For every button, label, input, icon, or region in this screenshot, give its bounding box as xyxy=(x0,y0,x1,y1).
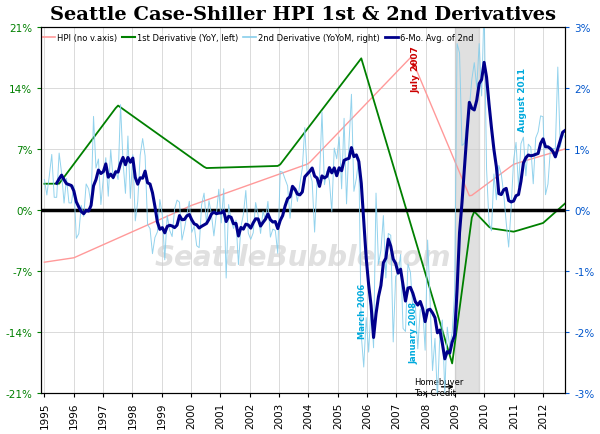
Text: August 2011: August 2011 xyxy=(518,67,527,132)
Text: January 2008: January 2008 xyxy=(410,302,419,364)
Bar xyxy=(455,28,479,393)
Legend: HPI (no v.axis), 1st Derivative (YoY, left), 2nd Derivative (YoYoM, right), 6-Mo: HPI (no v.axis), 1st Derivative (YoY, le… xyxy=(40,32,475,44)
Text: SeattleBubble.com: SeattleBubble.com xyxy=(155,244,452,272)
Text: March 2006: March 2006 xyxy=(358,283,367,339)
Text: July 2007: July 2007 xyxy=(411,46,420,93)
Title: Seattle Case-Shiller HPI 1st & 2nd Derivatives: Seattle Case-Shiller HPI 1st & 2nd Deriv… xyxy=(50,6,556,23)
Text: Homebuyer
Tax Credit: Homebuyer Tax Credit xyxy=(414,377,463,397)
